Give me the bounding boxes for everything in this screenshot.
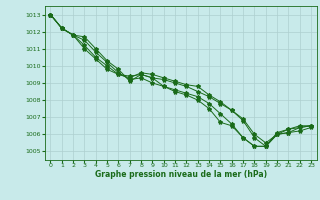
X-axis label: Graphe pression niveau de la mer (hPa): Graphe pression niveau de la mer (hPa) bbox=[95, 170, 267, 179]
